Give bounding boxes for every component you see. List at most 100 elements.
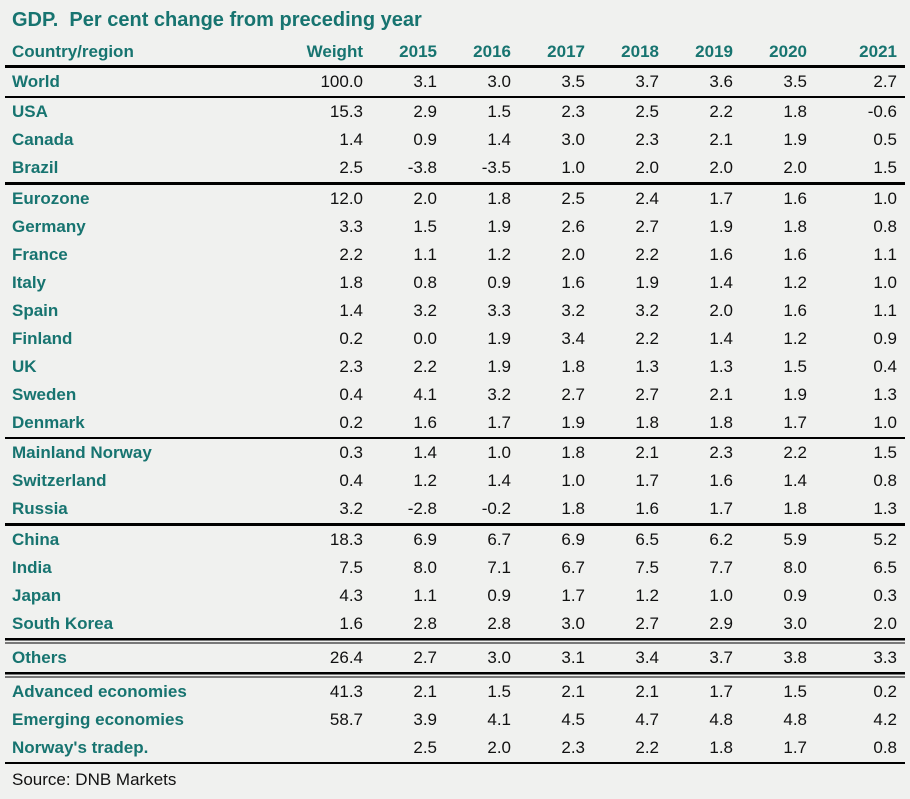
gdp-table: Country/region Weight 2015 2016 2017 2018 2019… xyxy=(5,38,905,764)
value-cell: -0.6 xyxy=(867,102,897,121)
value-cell: 1.9 xyxy=(487,328,511,348)
table-row: Spain 1.4 3.2 3.3 3.2 3.2 2.0 1.6 1.1 xyxy=(5,297,905,325)
value-cell: 1.4 xyxy=(339,130,363,149)
value-cell: 1.6 xyxy=(561,272,585,292)
value-cell: 2.1 xyxy=(635,681,659,701)
value-cell: 2.8 xyxy=(413,613,437,633)
country-label: Sweden xyxy=(12,384,77,404)
column-header: 2020 xyxy=(769,41,807,61)
value-cell: 1.2 xyxy=(487,244,511,264)
country-label: Canada xyxy=(12,130,74,149)
table-header-row: Country/region Weight 2015 2016 2017 2018 2019… xyxy=(5,38,905,65)
value-cell: 1.9 xyxy=(561,412,585,432)
table-row: Japan 4.3 1.1 0.9 1.7 1.2 1.0 0.9 0.3 xyxy=(5,582,905,610)
country-label: Norway's tradep. xyxy=(12,737,149,757)
value-cell: 1.0 xyxy=(561,158,585,177)
value-cell: 6.7 xyxy=(561,557,585,577)
separator-rule-thick xyxy=(5,95,905,98)
value-cell: 7.7 xyxy=(709,557,733,577)
value-cell: 0.9 xyxy=(487,272,511,292)
value-cell: 3.0 xyxy=(561,130,585,149)
value-cell: 4.5 xyxy=(561,709,585,729)
value-cell: 3.9 xyxy=(413,709,437,729)
table-row: USA 15.3 2.9 1.5 2.3 2.5 2.2 1.8 -0.6 xyxy=(5,98,905,126)
value-cell: 2.4 xyxy=(635,188,659,208)
separator-rule-thick xyxy=(5,761,905,764)
table-row: Finland 0.2 0.0 1.9 3.4 2.2 1.4 1.2 0.9 xyxy=(5,325,905,353)
value-cell: 3.8 xyxy=(783,647,807,667)
value-cell: 3.7 xyxy=(709,647,733,667)
value-cell: 1.9 xyxy=(487,216,511,236)
value-cell: 1.8 xyxy=(561,443,585,462)
country-label: India xyxy=(12,557,52,577)
source-note: Source: DNB Markets xyxy=(12,770,177,789)
value-cell: 1.9 xyxy=(635,272,659,292)
value-cell: 0.8 xyxy=(873,737,897,757)
value-cell: 1.1 xyxy=(873,300,897,320)
value-cell: 1.6 xyxy=(783,300,807,320)
value-cell: 0.5 xyxy=(873,130,897,149)
value-cell: 3.1 xyxy=(561,647,585,667)
value-cell: 6.5 xyxy=(873,557,897,577)
value-cell: 2.2 xyxy=(635,328,659,348)
value-cell: 2.0 xyxy=(561,244,585,264)
value-cell: 0.2 xyxy=(339,412,363,432)
country-label: USA xyxy=(12,102,48,121)
value-cell: 2.8 xyxy=(487,613,511,633)
value-cell: 2.2 xyxy=(709,102,733,121)
value-cell: 1.5 xyxy=(783,356,807,376)
value-cell: 12.0 xyxy=(329,188,363,208)
country-label: Russia xyxy=(12,499,68,518)
country-label: Denmark xyxy=(12,412,85,432)
table-row: Sweden 0.4 4.1 3.2 2.7 2.7 2.1 1.9 1.3 xyxy=(5,381,905,409)
table-row: Others 26.4 2.7 3.0 3.1 3.4 3.7 3.8 3.3 xyxy=(5,644,905,672)
value-cell: 1.8 xyxy=(487,188,511,208)
value-cell: 1.4 xyxy=(413,443,437,462)
country-label: Switzerland xyxy=(12,471,107,490)
value-cell: 0.4 xyxy=(339,384,363,404)
table-row: Brazil 2.5 -3.8 -3.5 1.0 2.0 2.0 2.0 1.5 xyxy=(5,154,905,182)
value-cell: 4.8 xyxy=(783,709,807,729)
value-cell: 1.1 xyxy=(413,585,437,605)
value-cell: 2.3 xyxy=(561,737,585,757)
country-label: Mainland Norway xyxy=(12,443,152,462)
value-cell: 2.2 xyxy=(413,356,437,376)
value-cell: 0.9 xyxy=(783,585,807,605)
value-cell: 2.2 xyxy=(783,443,807,462)
separator-rule-thick xyxy=(5,65,905,68)
country-label: Germany xyxy=(12,216,86,236)
value-cell: 1.2 xyxy=(783,272,807,292)
table-row: Emerging economies 58.7 3.9 4.1 4.5 4.7 4.8 4.8… xyxy=(5,706,905,734)
value-cell: 2.1 xyxy=(413,681,437,701)
table-row: UK 2.3 2.2 1.9 1.8 1.3 1.3 1.5 0.4 xyxy=(5,353,905,381)
table-row: World 100.0 3.1 3.0 3.5 3.7 3.6 3.5 2.7 xyxy=(5,68,905,96)
country-label: Others xyxy=(12,647,67,667)
value-cell: 1.6 xyxy=(413,412,437,432)
country-label: Italy xyxy=(12,272,47,292)
value-cell: 1.0 xyxy=(709,585,733,605)
value-cell: 4.1 xyxy=(487,709,511,729)
table-row: Norway's tradep. 2.5 2.0 2.3 2.2 1.8 1.7 0.8 xyxy=(5,734,905,762)
value-cell: 1.9 xyxy=(487,356,511,376)
value-cell: 1.4 xyxy=(709,328,733,348)
value-cell: 3.3 xyxy=(873,647,897,667)
value-cell: 1.7 xyxy=(487,412,511,432)
column-header: 2019 xyxy=(695,41,733,61)
value-cell: 7.5 xyxy=(635,557,659,577)
value-cell: 3.2 xyxy=(561,300,585,320)
value-cell: 3.5 xyxy=(783,71,807,91)
table-row: Switzerland 0.4 1.2 1.4 1.0 1.7 1.6 1.4 0.8 xyxy=(5,467,905,495)
table-row: Denmark 0.2 1.6 1.7 1.9 1.8 1.8 1.7 1.0 xyxy=(5,409,905,437)
value-cell: 3.0 xyxy=(487,647,511,667)
country-label: Spain xyxy=(12,300,59,320)
value-cell: 1.4 xyxy=(487,471,511,490)
value-cell: 3.3 xyxy=(487,300,511,320)
value-cell: 2.2 xyxy=(635,244,659,264)
value-cell: 6.9 xyxy=(561,529,585,549)
table-row: China 18.3 6.9 6.7 6.9 6.5 6.2 5.9 5.2 xyxy=(5,526,905,554)
column-header: 2015 xyxy=(399,41,437,61)
value-cell: 1.0 xyxy=(487,443,511,462)
value-cell: 1.9 xyxy=(783,384,807,404)
value-cell: 2.3 xyxy=(709,443,733,462)
value-cell: 1.5 xyxy=(783,681,807,701)
